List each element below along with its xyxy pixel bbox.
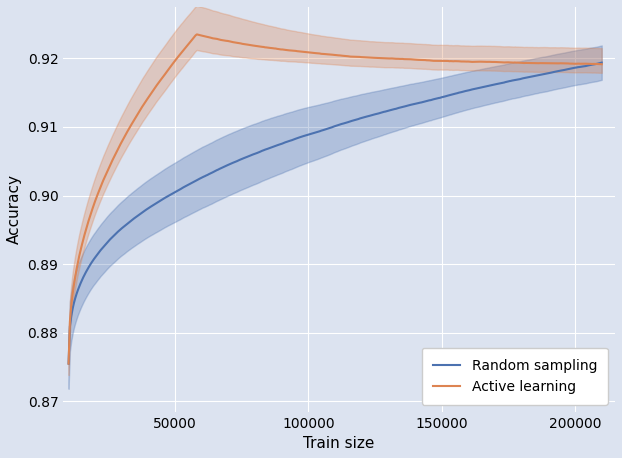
Y-axis label: Accuracy: Accuracy [7,174,22,244]
Random sampling [239,156,246,162]
Active learning [65,361,72,366]
Active learning [453,58,461,64]
Active learning [451,58,458,64]
Legend: Random sampling, Active learning: Random sampling, Active learning [422,348,608,405]
Active learning [402,56,409,62]
Random sampling [65,361,72,366]
Random sampling [452,91,460,96]
Random sampling [276,142,284,147]
Random sampling [450,92,457,97]
Random sampling [598,60,605,65]
Active learning [193,32,200,37]
Active learning [129,120,136,125]
Line: Random sampling: Random sampling [68,63,601,364]
Random sampling [129,217,136,222]
Random sampling [400,104,407,109]
Line: Active learning: Active learning [68,34,601,364]
Active learning [240,41,248,47]
Active learning [598,61,605,67]
Active learning [277,47,285,52]
X-axis label: Train size: Train size [304,436,375,451]
